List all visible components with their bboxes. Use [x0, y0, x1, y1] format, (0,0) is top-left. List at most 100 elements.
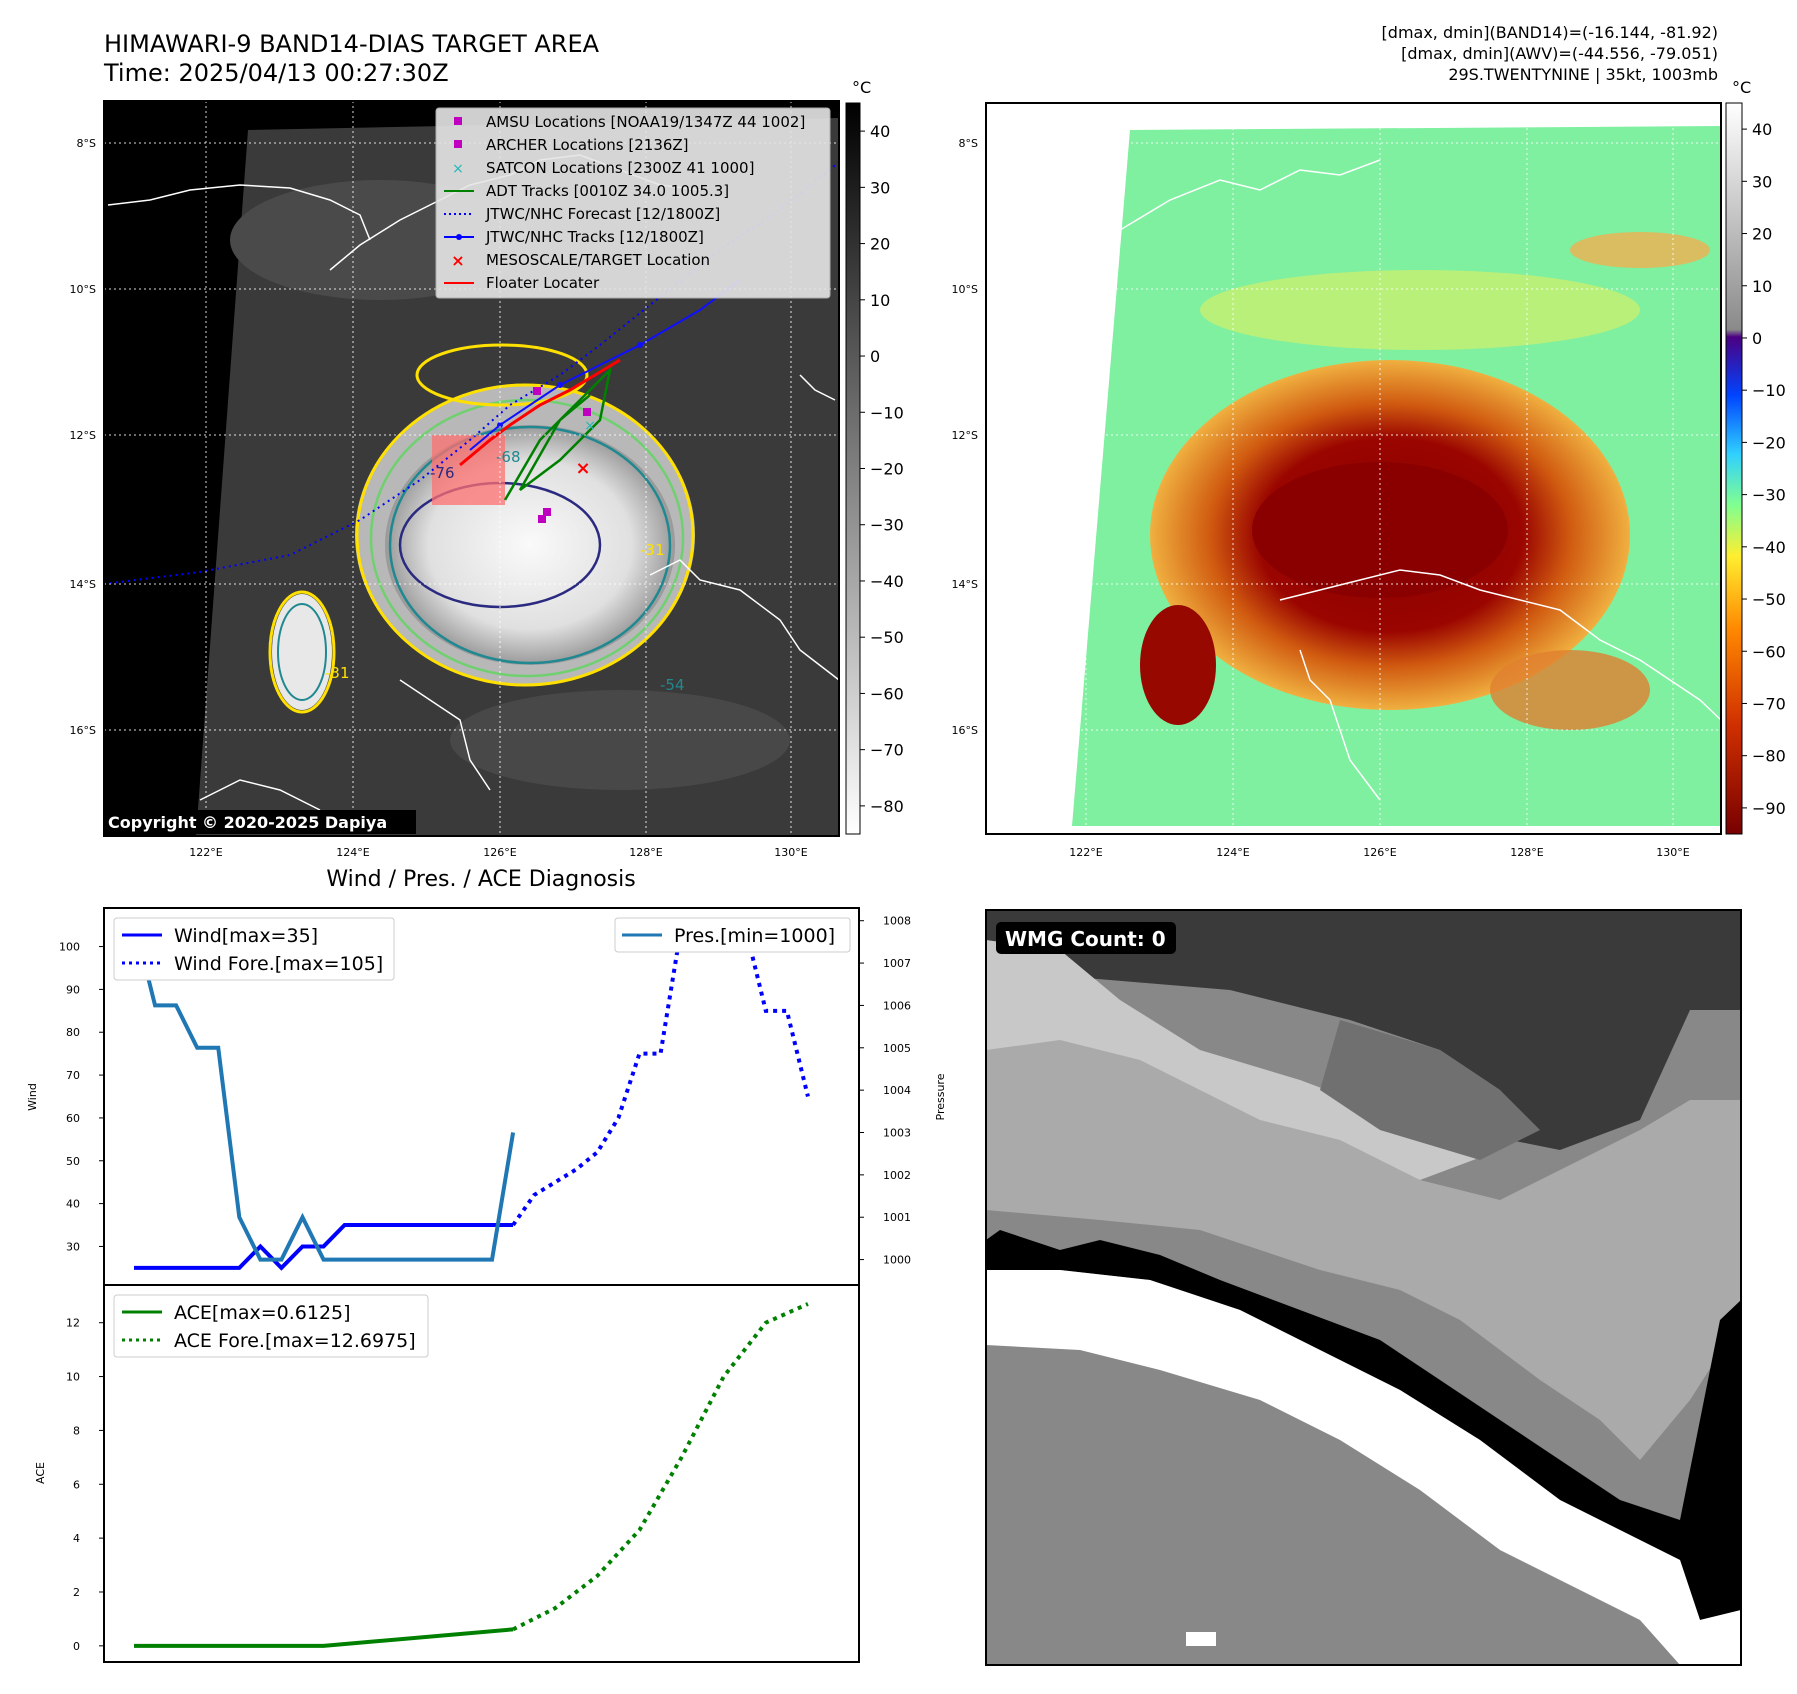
contour-label: -68: [496, 448, 521, 466]
colorbar-tick-label: 20: [1752, 225, 1772, 244]
adt-track: [503, 366, 613, 501]
lat-label: 12°S: [952, 429, 978, 442]
map2-frame: [985, 102, 1722, 835]
wmg-count-label: WMG Count: 0: [1005, 927, 1166, 951]
colorbar-tick-label: −70: [1752, 694, 1786, 713]
mesoscale-target-box: [432, 435, 505, 505]
coastline: [199, 779, 321, 811]
contour-yellow: [355, 383, 695, 687]
coastline: [649, 559, 839, 681]
copyright-label: Copyright © 2020-2025 Dapiya: [108, 813, 387, 832]
lat-label: 12°S: [70, 429, 96, 442]
wmg-mediumgray-region: [1320, 1020, 1540, 1160]
wmg-black-band: [986, 1230, 1741, 1620]
dmax-band14-info: [dmax, dmin](BAND14)=(-16.144, -81.92): [1382, 23, 1718, 42]
contour-label: -31: [640, 541, 665, 559]
colorbar-tick-label: −50: [1752, 590, 1786, 609]
lat-label: 14°S: [70, 578, 96, 591]
wmg-white-speck: [1186, 1632, 1216, 1646]
cloud-texture: [450, 690, 790, 790]
ace-legend: ACE[max=0.6125] ACE Fore.[max=12.6975]: [113, 1294, 429, 1358]
amsu-marker: [533, 387, 541, 395]
lon-label: 130°E: [774, 846, 807, 859]
series-line: [134, 1627, 514, 1648]
colorbar-unit: °C: [852, 78, 871, 97]
legend-mesoscale-label: MESOSCALE/TARGET Location: [486, 251, 710, 269]
y-tick-label: 30: [66, 1240, 80, 1253]
ace-ylabel: ACE: [34, 1462, 47, 1484]
amsu-marker: [583, 408, 591, 416]
figure-title: HIMAWARI-9 BAND14-DIAS TARGET AREA: [104, 30, 600, 58]
y-tick-label: 4: [73, 1532, 80, 1545]
colorbar-tick-label: 40: [870, 122, 890, 141]
legend-archer-marker: [454, 140, 462, 148]
floater-locater-track: [459, 358, 621, 467]
satcon-marker: ×: [584, 418, 596, 434]
pressure-ylabel: Pressure: [934, 1073, 947, 1120]
storm-info: 29S.TWENTYNINE | 35kt, 1003mb: [1448, 65, 1718, 84]
y-tick-label: 80: [66, 1026, 80, 1039]
map2-gridlines: [986, 103, 1721, 834]
west-cloud-cluster: [272, 594, 332, 710]
contour-label: -54: [660, 676, 685, 694]
legend-adt-label: ADT Tracks [0010Z 34.0 1005.3]: [486, 182, 729, 200]
wind-legend: Wind[max=35] Wind Fore.[max=105]: [113, 917, 395, 981]
jtwc-track: [469, 279, 741, 451]
wmg-dark-region: [986, 910, 1741, 1150]
jtwc-track-point: [497, 422, 503, 428]
diagnosis-lines: [132, 920, 810, 1648]
lon-label: 130°E: [1656, 846, 1689, 859]
contour-label: -31: [325, 664, 350, 682]
coastline: [1279, 569, 1721, 721]
lon-label: 126°E: [1363, 846, 1396, 859]
copyright-box: [104, 810, 416, 834]
storm-cloud-core: [385, 425, 675, 665]
contour-teal: [277, 603, 327, 701]
legend-floater-label: Floater Locater: [486, 274, 600, 292]
mesoscale-marker: ×: [575, 458, 590, 479]
colorbar-tick-label: 0: [1752, 329, 1762, 348]
wind-fore-legend-label: Wind Fore.[max=105]: [174, 953, 383, 975]
series-line: [134, 1223, 514, 1271]
y-tick-label: 1001: [883, 1211, 911, 1224]
colorbar-tick-label: −30: [1752, 486, 1786, 505]
map2-lat-labels: 8°S 10°S 12°S 14°S 16°S: [952, 137, 978, 737]
colorbar-tick-label: −90: [1752, 799, 1786, 818]
y-tick-label: 1006: [883, 999, 911, 1012]
colorbar-tick-label: −70: [870, 741, 904, 760]
ace-y-ticks: 0 2 4 6 8 10 12: [66, 1317, 104, 1653]
y-tick-label: 100: [59, 941, 80, 954]
pressure-legend-label: Pres.[min=1000]: [674, 925, 835, 947]
southeast-band-color: [1490, 650, 1650, 730]
coastline: [107, 184, 371, 241]
y-tick-label: 50: [66, 1155, 80, 1168]
dmax-awv-info: [dmax, dmin](AWV)=(-44.556, -79.051): [1401, 44, 1718, 63]
y-tick-label: 60: [66, 1112, 80, 1125]
colorbar-tick-label: −50: [870, 628, 904, 647]
y-tick-label: 1005: [883, 1042, 911, 1055]
colorbar-tick-label: −40: [870, 572, 904, 591]
y-tick-label: 40: [66, 1198, 80, 1211]
colorbar-tick-label: −80: [1752, 747, 1786, 766]
diagnosis-title: Wind / Pres. / ACE Diagnosis: [326, 867, 635, 892]
pressure-legend: Pres.[min=1000]: [614, 917, 851, 953]
y-tick-label: 70: [66, 1069, 80, 1082]
colorbar-tick-label: 30: [1752, 172, 1772, 191]
y-tick-label: 8: [73, 1424, 80, 1437]
series-line: [132, 920, 516, 1262]
colorbar-tick-label: 40: [1752, 120, 1772, 139]
contour-yellow: [268, 590, 336, 714]
coastline: [399, 679, 491, 791]
legend-satcon-label: SATCON Locations [2300Z 41 1000]: [486, 159, 754, 177]
lat-label: 14°S: [952, 578, 978, 591]
wmg-frame: [985, 909, 1742, 1666]
ace-legend-box: [113, 1294, 429, 1358]
cloud-texture-color: [1200, 270, 1640, 350]
y-tick-label: 1002: [883, 1169, 911, 1182]
map2-lon-labels: 122°E 124°E 126°E 128°E 130°E: [1069, 846, 1689, 859]
y-tick-label: 12: [66, 1317, 80, 1330]
cloud-texture-color: [1570, 232, 1710, 268]
colorbar-tick-label: 10: [870, 291, 890, 310]
ir-color-map: 8°S 10°S 12°S 14°S 16°S 122°E 124°E 126°…: [952, 102, 1722, 859]
